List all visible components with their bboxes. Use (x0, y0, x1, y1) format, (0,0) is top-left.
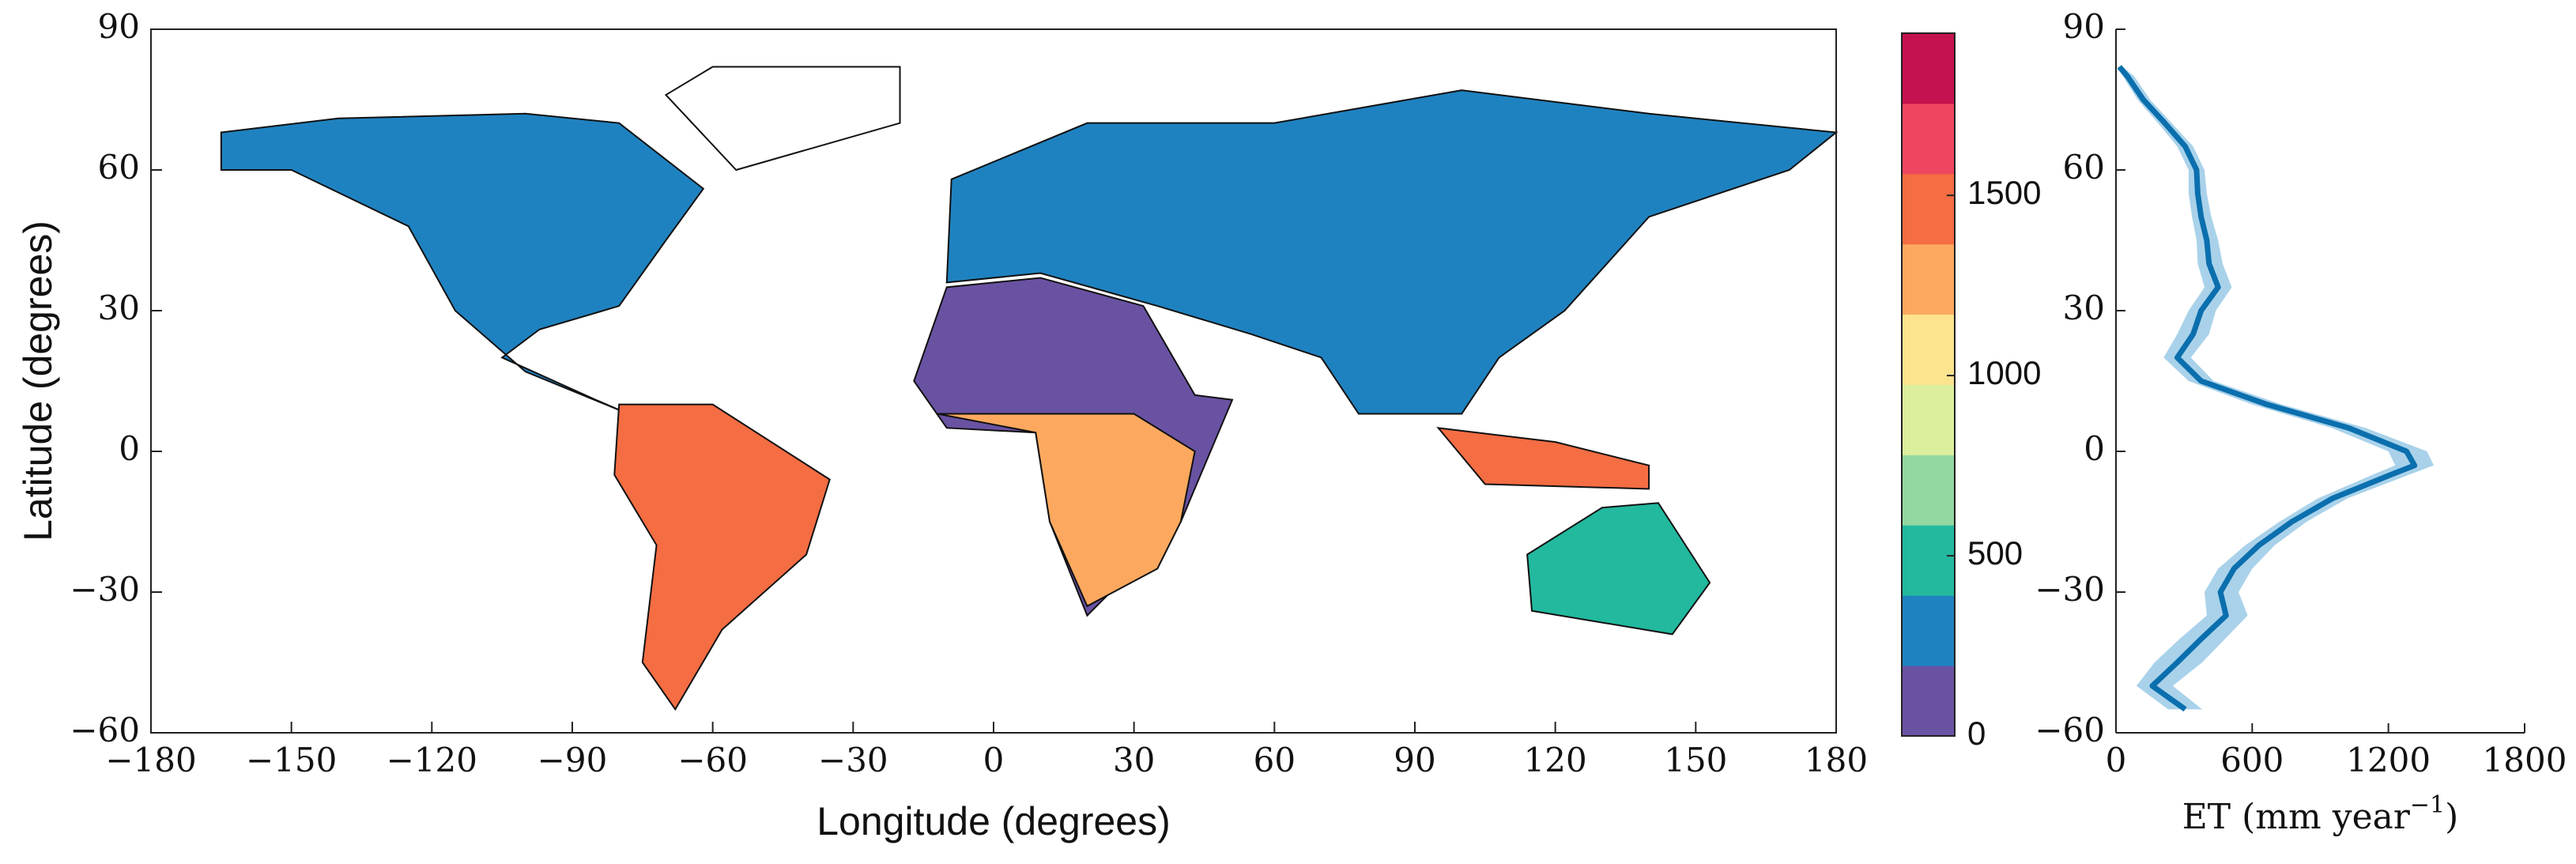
y-tick-label: 30 (2063, 289, 2105, 327)
y-axis-label: Latitude (degrees) (16, 221, 60, 541)
land (1526, 502, 1711, 636)
x-tick-label: −180 (105, 741, 196, 779)
land (1436, 427, 1650, 490)
colorbar-swatch (1902, 103, 1955, 175)
land (220, 112, 705, 415)
y-tick-label: −60 (70, 711, 140, 749)
x-tick-label: 90 (1394, 741, 1435, 779)
y-tick-label: 0 (119, 429, 140, 468)
land (664, 66, 901, 172)
colorbar-swatch (1902, 525, 1955, 596)
land (613, 403, 831, 711)
y-tick-label: 60 (98, 148, 140, 187)
x-tick-label: 150 (1664, 741, 1727, 779)
colorbar-swatch (1902, 33, 1955, 104)
x-tick-label: 180 (1805, 741, 1868, 779)
colorbar-swatch (1902, 173, 1955, 245)
colorbar-swatch (1902, 314, 1955, 385)
x-tick-label: 1800 (2483, 741, 2567, 779)
x-axis-label-text: ET (mm year (2182, 797, 2411, 837)
uncertainty-band (2117, 66, 2435, 710)
y-tick-label: 90 (2063, 7, 2105, 46)
x-tick-label: −150 (246, 741, 337, 779)
x-tick-label: 600 (2220, 741, 2284, 779)
colorbar-swatch (1902, 243, 1955, 315)
x-tick-label: −120 (387, 741, 477, 779)
colorbar-tick-label: 1500 (1967, 174, 2041, 211)
line (2117, 65, 2418, 712)
colorbar-tick-label: 0 (1967, 715, 1986, 752)
y-tick-label: 60 (2063, 148, 2105, 187)
x-axis-label-sup: −1 (2410, 791, 2445, 819)
land (945, 89, 1839, 415)
colorbar-tick-label: 1000 (1967, 354, 2041, 391)
y-tick-label: 0 (2084, 429, 2105, 468)
y-tick-label: −30 (2035, 570, 2105, 609)
x-tick-label: −30 (818, 741, 888, 779)
x-tick-label: 30 (1113, 741, 1155, 779)
x-tick-label: 120 (1524, 741, 1587, 779)
colorbar-tick-label: 500 (1967, 534, 2023, 572)
colorbar-swatch (1902, 384, 1955, 455)
x-tick-label: −90 (537, 741, 608, 779)
colorbar-frame (1901, 32, 1956, 737)
x-axis-label: ET (mm year−1) (2182, 791, 2459, 837)
x-tick-label: −60 (677, 741, 748, 779)
colorbar-swatch (1902, 666, 1955, 737)
x-tick-label: 0 (2106, 741, 2127, 779)
y-tick-label: −30 (70, 570, 140, 609)
x-tick-label: 60 (1254, 741, 1296, 779)
x-axis-label-end: ) (2445, 797, 2458, 837)
x-tick-label: 0 (983, 741, 1005, 779)
y-tick-label: 90 (98, 7, 140, 46)
x-axis-label: Longitude (degrees) (817, 799, 1171, 843)
y-tick-label: 30 (98, 289, 140, 327)
land (937, 413, 1196, 608)
colorbar-swatch (1902, 595, 1955, 666)
colorbar-swatch (1902, 455, 1955, 526)
y-tick-label: −60 (2035, 711, 2105, 749)
x-tick-label: 1200 (2346, 741, 2431, 779)
